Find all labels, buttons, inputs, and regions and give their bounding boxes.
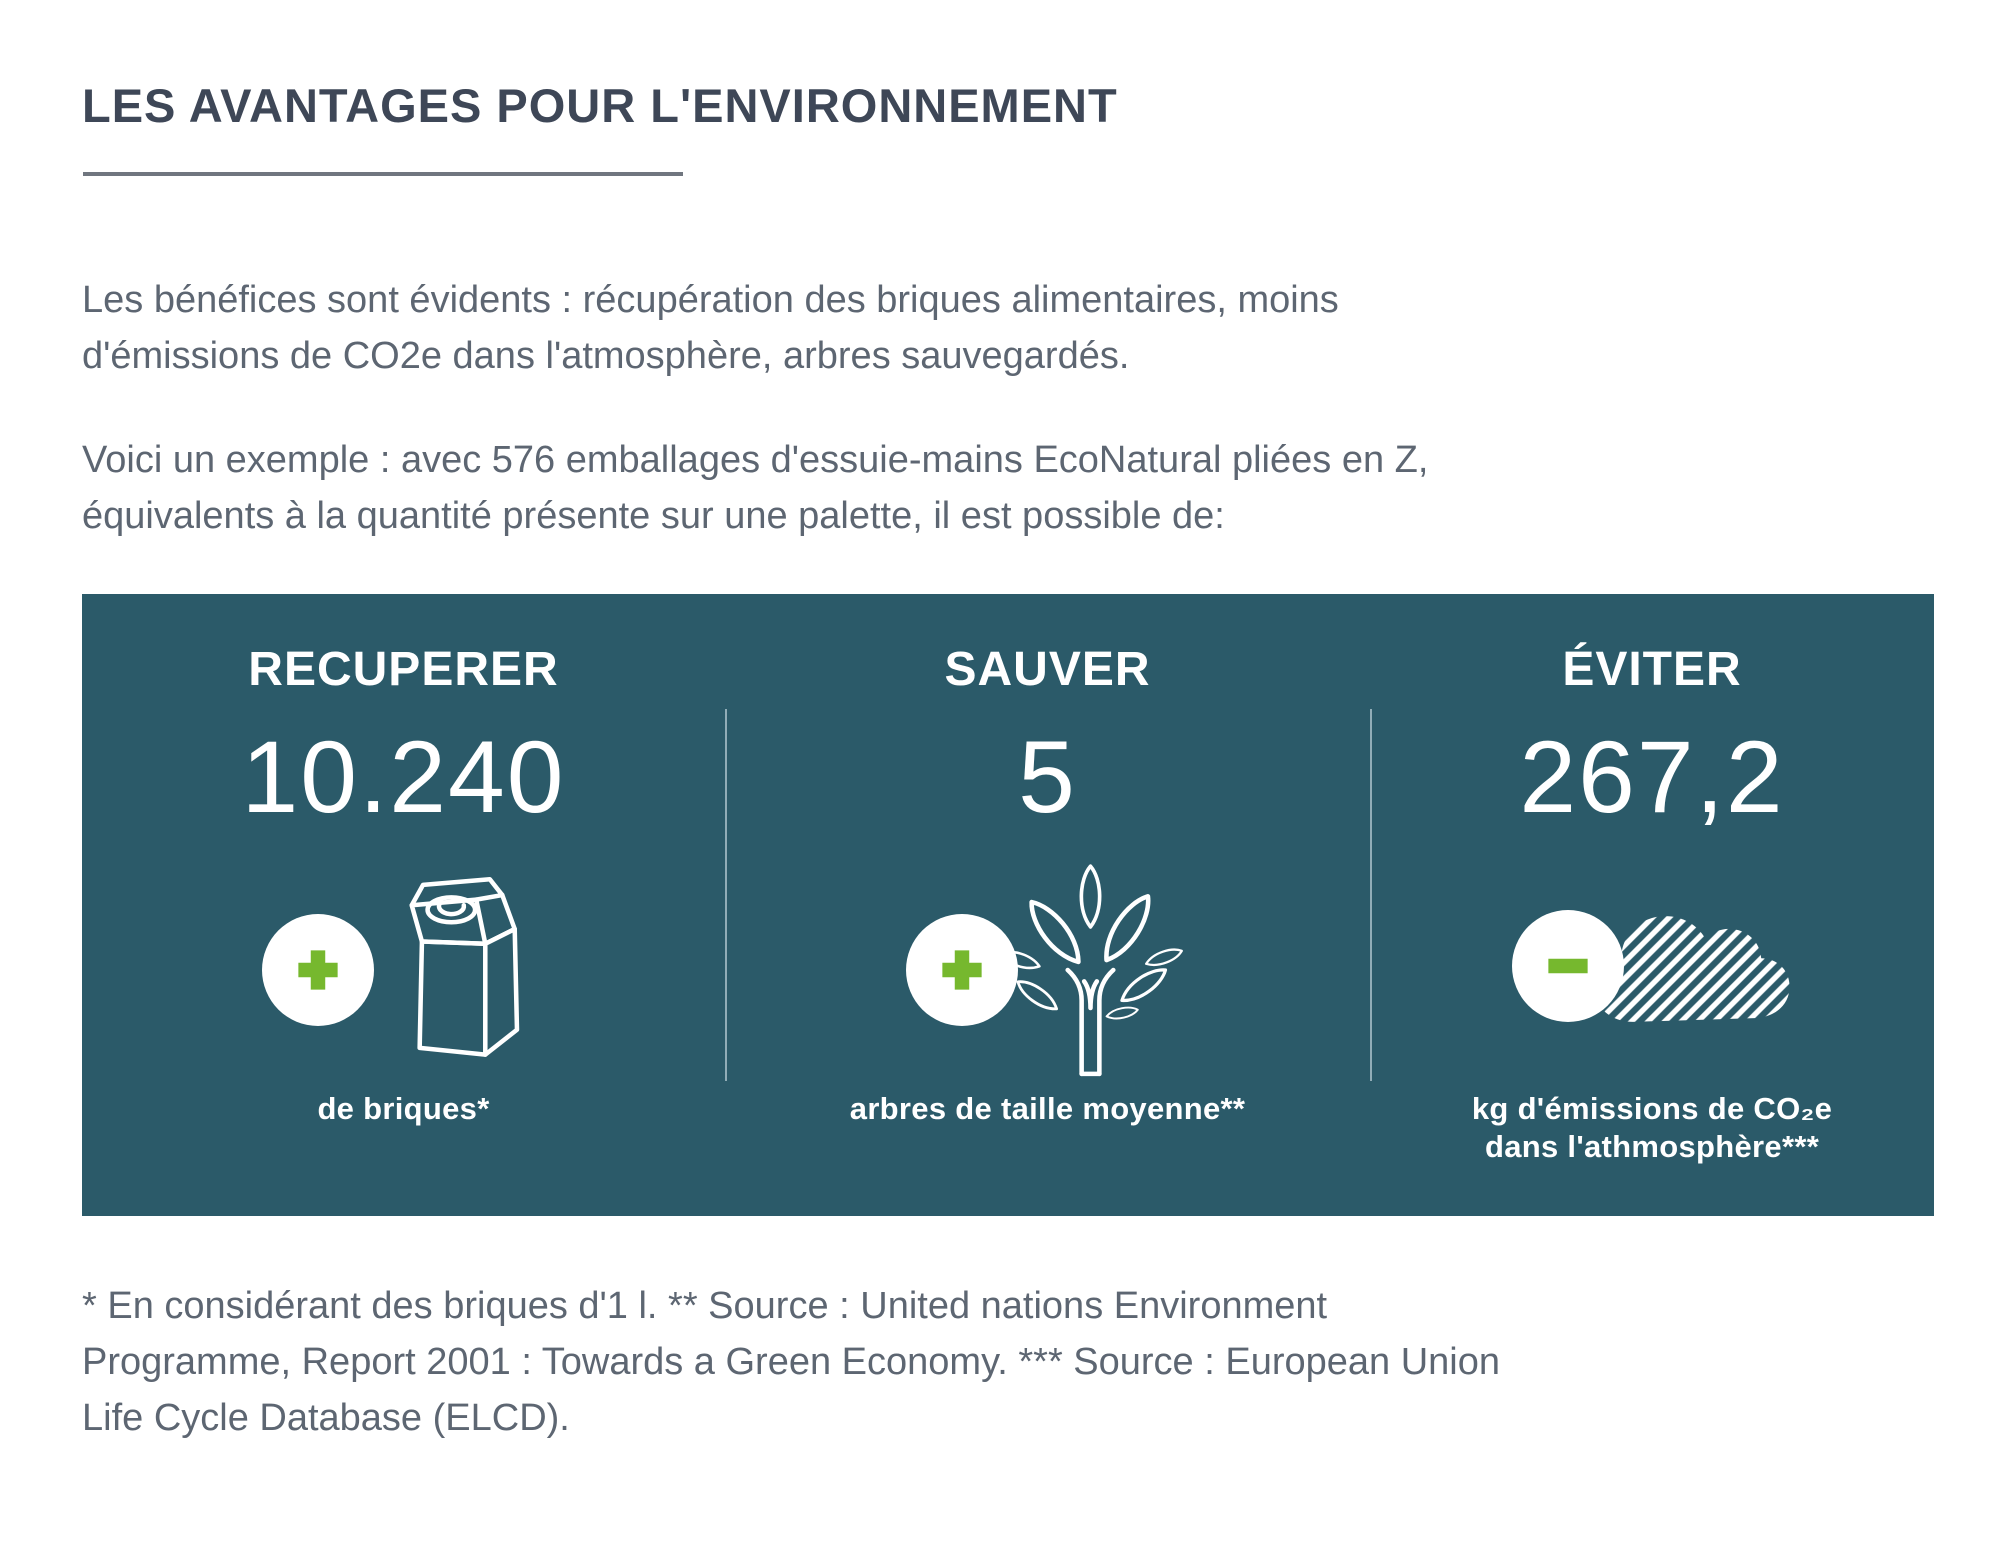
tree-icon xyxy=(996,864,1185,1077)
column-value: 5 xyxy=(1018,720,1077,834)
footnote-line2: Programme, Report 2001 : Towards a Green… xyxy=(82,1341,1501,1383)
plus-badge xyxy=(905,914,1018,1026)
column-caption: kg d'émissions de CO₂e dans l'athmosphèr… xyxy=(1370,1090,1934,1166)
banner-column-recuperer: RECUPERER 10.240 xyxy=(82,594,725,1216)
plus-icon xyxy=(941,950,982,990)
banner-column-sauver: SAUVER 5 xyxy=(725,594,1370,1216)
column-caption: de briques* xyxy=(317,1091,490,1126)
footnote-line1: * En considérant des briques d'1 l. ** S… xyxy=(82,1285,1328,1327)
intro-paragraph-1: Les bénéfices sont évidents : récupérati… xyxy=(82,272,1339,384)
column-heading: ÉVITER xyxy=(1562,643,1742,696)
milk-carton-figure xyxy=(254,854,554,1086)
caption-line1: kg d'émissions de CO₂e xyxy=(1471,1091,1833,1126)
milk-carton-icon xyxy=(408,876,519,1057)
caption-line2: dans l'athmosphère*** xyxy=(1484,1129,1820,1164)
benefits-banner: RECUPERER 10.240 xyxy=(82,594,1934,1216)
intro-p2-line2: équivalents à la quantité présente sur u… xyxy=(82,495,1225,537)
column-heading: SAUVER xyxy=(944,643,1151,696)
page-title: LES AVANTAGES POUR L'ENVIRONNEMENT xyxy=(82,79,1118,132)
intro-p2-line1: Voici un exemple : avec 576 emballages d… xyxy=(82,439,1429,481)
footnote: * En considérant des briques d'1 l. ** S… xyxy=(82,1278,1500,1446)
column-heading: RECUPERER xyxy=(248,643,559,696)
tree-figure xyxy=(898,854,1198,1086)
minus-badge xyxy=(1512,910,1624,1022)
co2-cloud-figure xyxy=(1502,854,1802,1086)
co2-cloud-icon xyxy=(1595,916,1790,1022)
title-underline xyxy=(83,172,683,176)
intro-p1-line2: d'émissions de CO2e dans l'atmosphère, a… xyxy=(82,335,1130,377)
intro-p1-line1: Les bénéfices sont évidents : récupérati… xyxy=(82,279,1339,321)
column-divider xyxy=(1370,709,1373,1081)
column-value: 10.240 xyxy=(241,720,566,834)
plus-icon xyxy=(297,950,338,990)
banner-column-eviter: ÉVITER 267,2 kg d'ém xyxy=(1370,594,1934,1216)
column-value: 267,2 xyxy=(1519,720,1785,834)
column-caption: arbres de taille moyenne** xyxy=(849,1091,1246,1126)
column-divider xyxy=(725,709,727,1081)
minus-icon xyxy=(1548,958,1588,974)
plus-badge xyxy=(261,914,374,1026)
footnote-line3: Life Cycle Database (ELCD). xyxy=(82,1397,570,1439)
intro-paragraph-2: Voici un exemple : avec 576 emballages d… xyxy=(82,432,1428,544)
